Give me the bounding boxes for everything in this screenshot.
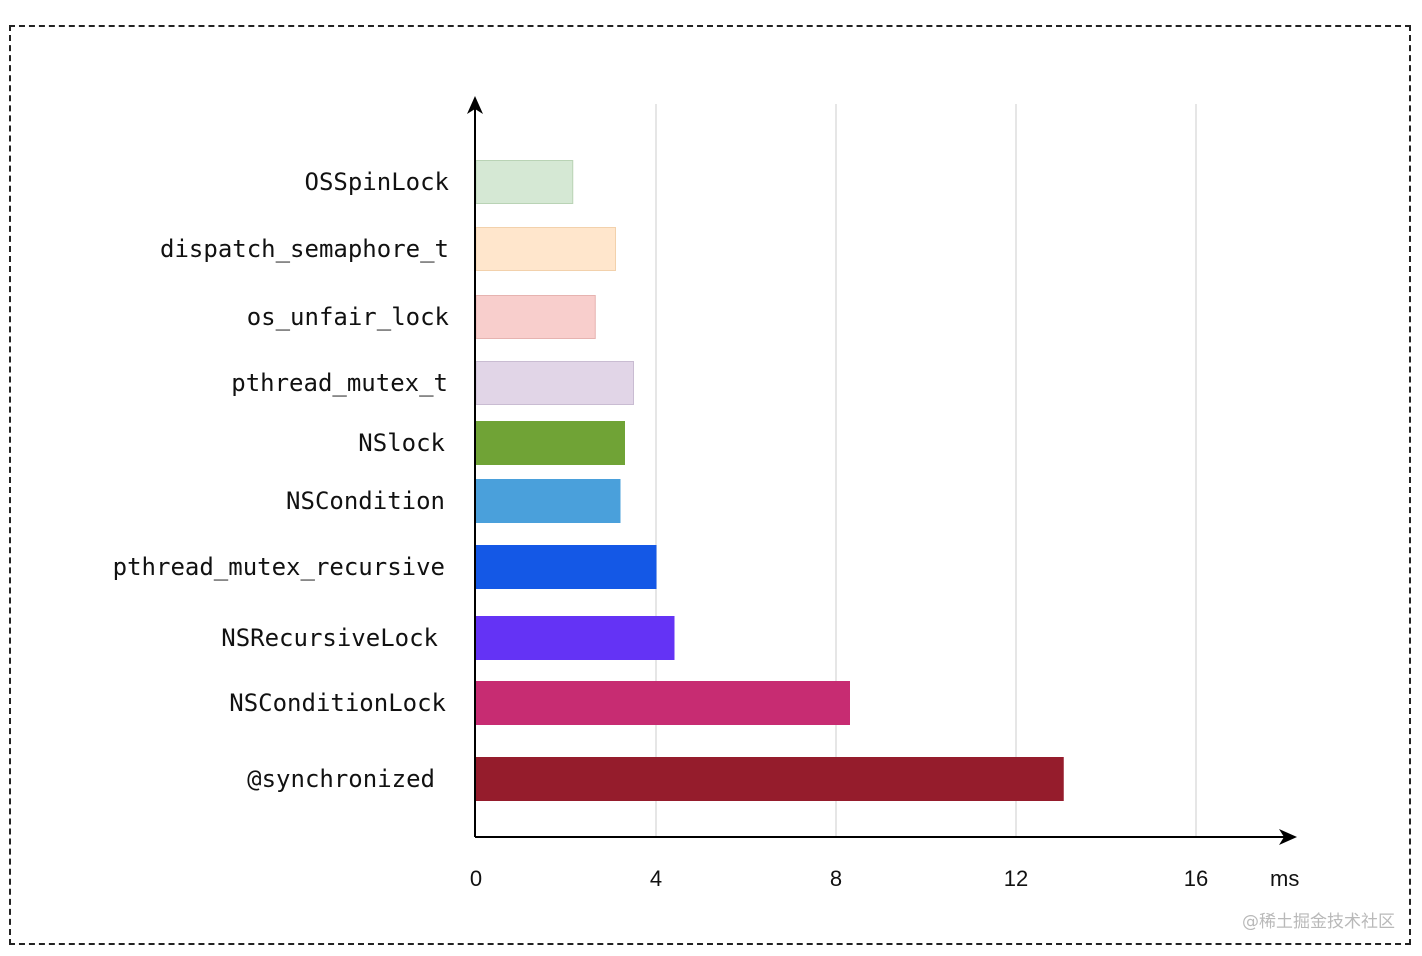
y-axis-arrow bbox=[467, 96, 483, 114]
x-tick-label: 4 bbox=[650, 866, 662, 891]
category-label: NSlock bbox=[358, 429, 445, 457]
bar-osspinlock bbox=[475, 160, 574, 204]
category-label: dispatch_semaphore_t bbox=[160, 235, 449, 263]
x-tick-labels: 0 4 8 12 16 bbox=[470, 866, 1208, 891]
x-tick-label: 12 bbox=[1004, 866, 1028, 891]
watermark: @稀土掘金技术社区 bbox=[1242, 912, 1395, 932]
bar-nscondition bbox=[475, 479, 621, 523]
category-label: os_unfair_lock bbox=[247, 303, 450, 331]
bar-nslock bbox=[475, 421, 625, 465]
category-label: NSCondition bbox=[286, 487, 445, 515]
category-labels: OSSpinLock dispatch_semaphore_t os_unfair_… bbox=[113, 168, 450, 793]
grid-lines bbox=[655, 104, 1197, 836]
x-tick-label: 8 bbox=[830, 866, 842, 891]
x-unit-label: ms bbox=[1270, 866, 1299, 891]
bar-nsrecursivelock bbox=[475, 616, 675, 660]
bars bbox=[475, 160, 1064, 801]
category-label: OSSpinLock bbox=[305, 168, 450, 196]
x-tick-label: 0 bbox=[470, 866, 482, 891]
bar-pthread-mutex-recursive bbox=[475, 545, 657, 589]
bar-pthread-mutex-t bbox=[475, 361, 634, 405]
category-label: @synchronized bbox=[247, 765, 435, 793]
category-label: pthread_mutex_recursive bbox=[113, 553, 445, 581]
dashed-border-frame bbox=[9, 25, 1411, 945]
category-label: pthread_mutex_t bbox=[231, 369, 448, 397]
bar-dispatch-semaphore-t bbox=[475, 227, 616, 271]
category-label: NSConditionLock bbox=[229, 689, 446, 717]
category-label: NSRecursiveLock bbox=[221, 624, 438, 652]
x-tick-label: 16 bbox=[1184, 866, 1208, 891]
bar-os-unfair-lock bbox=[475, 295, 596, 339]
bar-synchronized bbox=[475, 757, 1064, 801]
x-axis-arrow bbox=[1279, 829, 1297, 845]
bar-nsconditionlock bbox=[475, 681, 850, 725]
